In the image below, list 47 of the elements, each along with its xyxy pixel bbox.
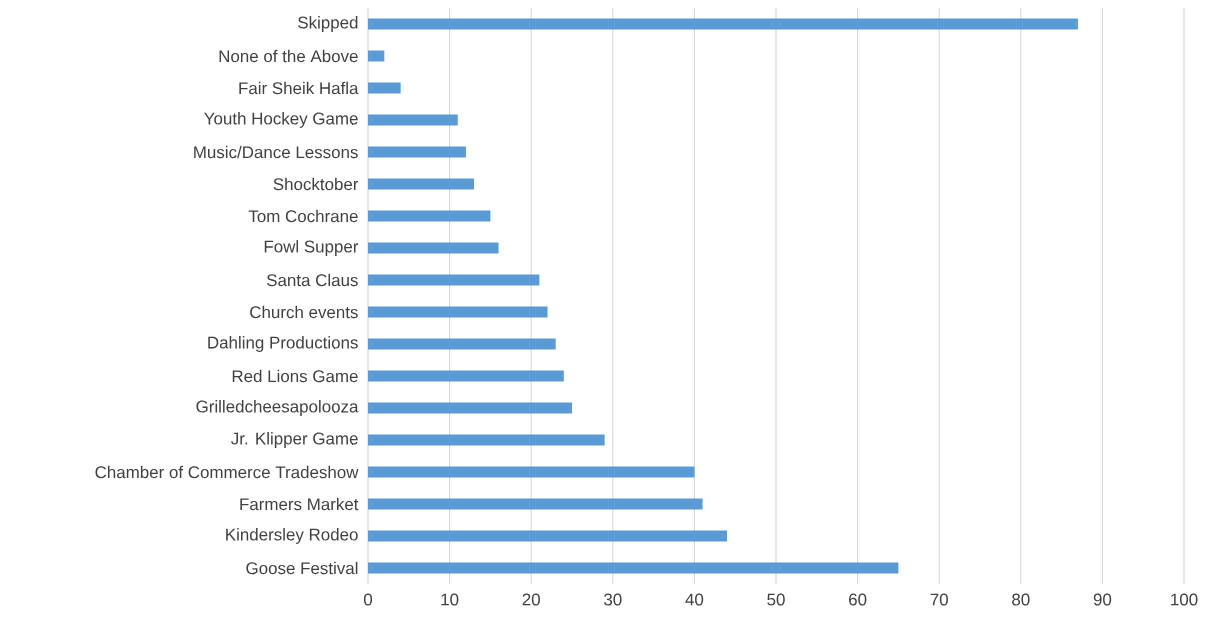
y-tick-label: Kindersley Rodeo [226, 528, 358, 544]
x-tick-label: 0 [363, 593, 373, 606]
x-tick-label: 20 [522, 593, 540, 606]
y-tick-label: Skipped [298, 16, 358, 32]
x-tick-label: 40 [685, 593, 704, 606]
x-tick-label: 70 [930, 593, 948, 606]
x-tick-label: 10 [441, 593, 459, 606]
x-tick-label: 90 [1093, 593, 1112, 606]
y-tick-label: Santa Claus [266, 273, 358, 287]
y-tick-label: Fair Sheik Hafla [239, 81, 359, 95]
bar [368, 146, 466, 158]
bar [368, 18, 1078, 30]
bar [368, 114, 458, 126]
y-tick-label: None of the Above [219, 49, 358, 63]
bar [368, 178, 475, 190]
x-tick-label: 50 [767, 593, 785, 606]
y-tick-label: Youth Hockey Game [204, 112, 358, 128]
x-tick-label: 100 [1171, 593, 1198, 606]
bar [368, 50, 385, 62]
x-tick-label: 30 [604, 593, 622, 606]
x-tick-label: 60 [849, 593, 867, 606]
bar [368, 562, 899, 574]
y-tick-label: Church events [250, 305, 358, 319]
y-tick-label: Dahling Productions [208, 336, 358, 352]
y-tick-label: Shocktober [273, 177, 359, 191]
y-tick-label: Red Lions Game [232, 369, 358, 383]
y-tick-label: Grilledcheesapolooza [196, 400, 359, 416]
y-tick-label: Fowl Supper [264, 240, 359, 256]
y-tick-label: Chamber of Commerce Tradeshow [95, 465, 359, 479]
bar [368, 370, 564, 382]
bar [368, 82, 401, 94]
bar [368, 530, 728, 542]
y-tick-label: Music/Dance Lessons [194, 145, 358, 159]
y-tick-label: Goose Festival [246, 561, 358, 575]
bar [368, 498, 703, 510]
y-tick-label: Jr. Klipper Game [231, 432, 358, 448]
bar [368, 338, 556, 350]
x-tick-label: 80 [1012, 593, 1030, 606]
bar [368, 306, 548, 318]
bar [368, 466, 695, 478]
bar [368, 210, 491, 222]
y-tick-label: Tom Cochrane [248, 209, 358, 223]
bar [368, 242, 499, 254]
bar [368, 274, 540, 286]
bar [368, 402, 572, 414]
bar [368, 434, 605, 446]
y-tick-label: Farmers Market [240, 497, 359, 511]
